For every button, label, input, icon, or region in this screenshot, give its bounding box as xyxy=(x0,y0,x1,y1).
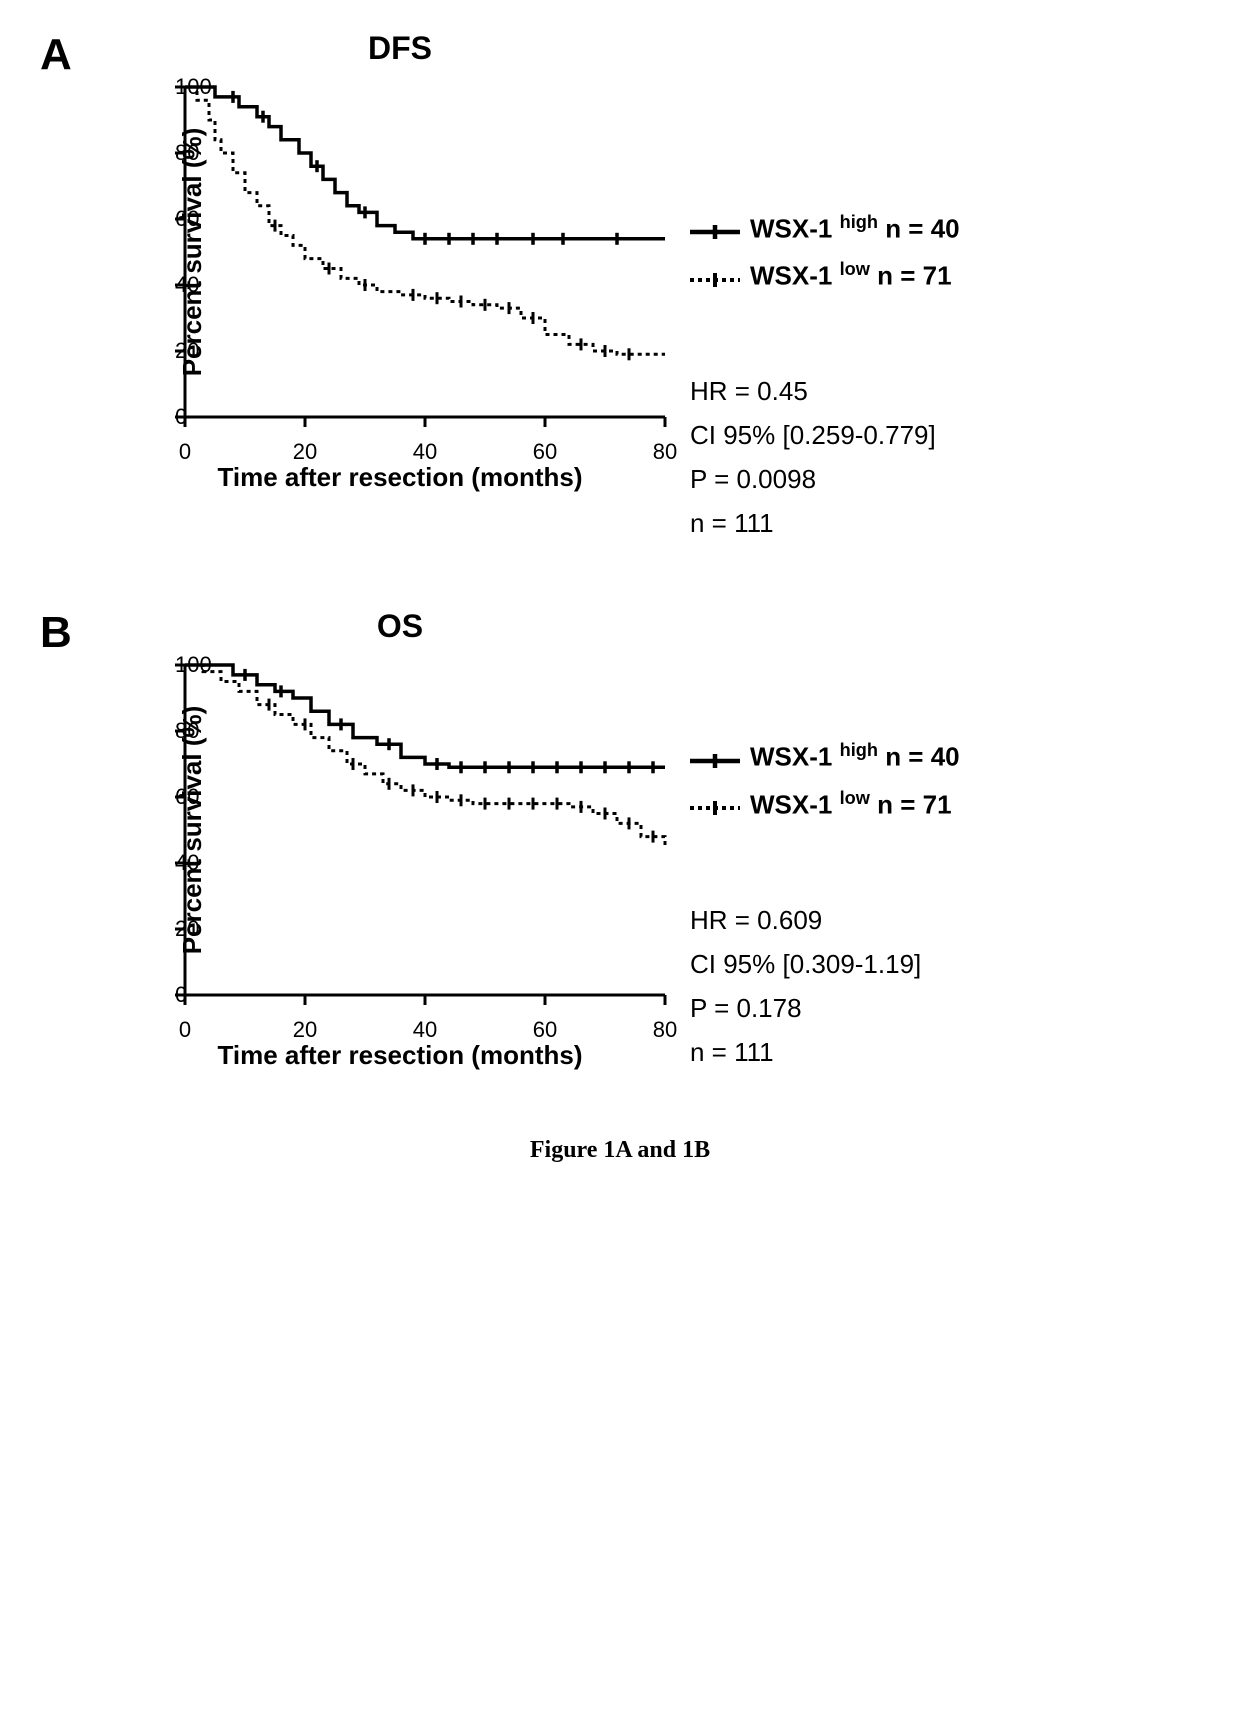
panel-a-legend-stats: WSX-1 high n = 40 WSX-1 low n = 71 HR = 0… xyxy=(690,30,960,548)
panel-b-title: OS xyxy=(130,608,670,645)
legend-marker-high xyxy=(690,747,740,767)
legend-label-high: WSX-1 high n = 40 xyxy=(750,212,960,245)
legend-item-high: WSX-1 high n = 40 xyxy=(690,212,960,245)
x-tick-label: 80 xyxy=(653,1017,677,1043)
panel-a-legend: WSX-1 high n = 40 WSX-1 low n = 71 xyxy=(690,212,960,292)
legend-item-low: WSX-1 low n = 71 xyxy=(690,259,960,292)
legend-marker-low xyxy=(690,794,740,814)
panel-b-label: B xyxy=(40,608,72,658)
x-tick-label: 40 xyxy=(413,439,437,465)
panel-b-chart-wrapper: OS Percent survival (%) 0204060800204060… xyxy=(130,608,1200,1077)
panel-b-ci: CI 95% [0.309-1.19] xyxy=(690,945,960,984)
panel-a-label: A xyxy=(40,30,72,80)
panel-a-chart-wrapper: DFS Percent survival (%) 020406080020406… xyxy=(130,30,1200,548)
legend-marker-low xyxy=(690,266,740,286)
legend-item-low: WSX-1 low n = 71 xyxy=(690,788,960,821)
panel-a-n: n = 111 xyxy=(690,504,960,543)
x-tick-label: 80 xyxy=(653,439,677,465)
legend-marker-high xyxy=(690,218,740,238)
panel-b-n: n = 111 xyxy=(690,1033,960,1072)
legend-item-high: WSX-1 high n = 40 xyxy=(690,740,960,773)
panel-a-chart-area: DFS Percent survival (%) 020406080020406… xyxy=(130,30,670,493)
x-tick-label: 60 xyxy=(533,1017,557,1043)
x-tick-label: 20 xyxy=(293,439,317,465)
panel-a-stats: HR = 0.45 CI 95% [0.259-0.779] P = 0.009… xyxy=(690,372,960,543)
x-tick-label: 0 xyxy=(179,1017,191,1043)
panel-b-plot: Percent survival (%) 0204060800204060801… xyxy=(130,655,670,1005)
legend-label-low: WSX-1 low n = 71 xyxy=(750,788,952,821)
panel-a-plot: Percent survival (%) 0204060800204060801… xyxy=(130,77,670,427)
x-tick-label: 0 xyxy=(179,439,191,465)
legend-label-low: WSX-1 low n = 71 xyxy=(750,259,952,292)
panel-a-ci: CI 95% [0.259-0.779] xyxy=(690,416,960,455)
panel-a-p: P = 0.0098 xyxy=(690,460,960,499)
panel-b-legend-stats: WSX-1 high n = 40 WSX-1 low n = 71 HR = 0… xyxy=(690,608,960,1077)
x-tick-label: 40 xyxy=(413,1017,437,1043)
x-tick-label: 60 xyxy=(533,439,557,465)
panel-a-title: DFS xyxy=(130,30,670,67)
panel-a-hr: HR = 0.45 xyxy=(690,372,960,411)
legend-label-high: WSX-1 high n = 40 xyxy=(750,740,960,773)
panel-b-p: P = 0.178 xyxy=(690,989,960,1028)
figure-caption: Figure 1A and 1B xyxy=(40,1137,1200,1164)
figure-container: A DFS Percent survival (%) 0204060800204… xyxy=(40,30,1200,1164)
panel-b-legend: WSX-1 high n = 40 WSX-1 low n = 71 xyxy=(690,740,960,820)
panel-a: A DFS Percent survival (%) 0204060800204… xyxy=(40,30,1200,548)
panel-b: B OS Percent survival (%) 02040608002040… xyxy=(40,608,1200,1077)
panel-b-hr: HR = 0.609 xyxy=(690,901,960,940)
panel-b-xlabel: Time after resection (months) xyxy=(130,1040,670,1071)
panel-b-stats: HR = 0.609 CI 95% [0.309-1.19] P = 0.178… xyxy=(690,901,960,1072)
x-tick-label: 20 xyxy=(293,1017,317,1043)
panel-a-xlabel: Time after resection (months) xyxy=(130,462,670,493)
panel-b-chart-area: OS Percent survival (%) 0204060800204060… xyxy=(130,608,670,1071)
